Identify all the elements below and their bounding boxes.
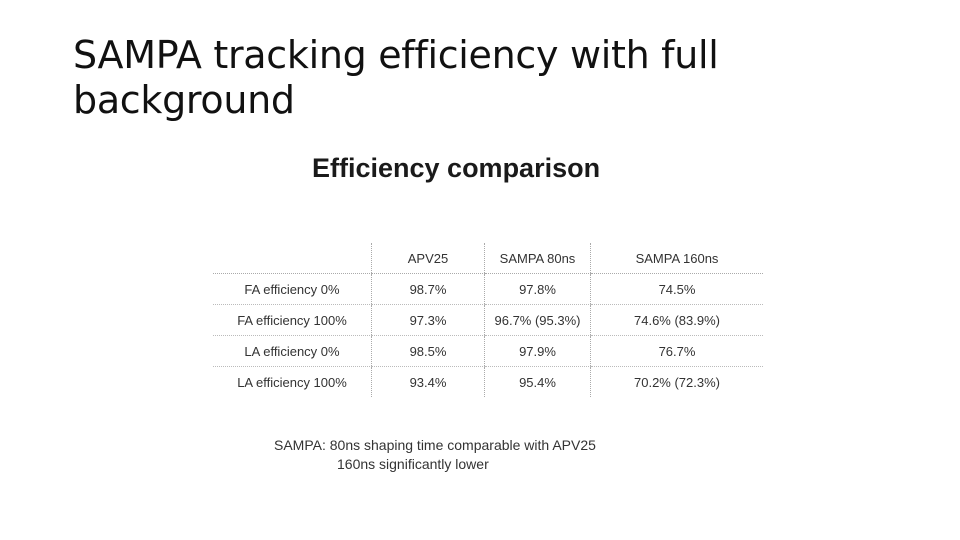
table-cell: 74.6% (83.9%) (590, 304, 763, 336)
row-label: LA efficiency 0% (213, 335, 372, 367)
figure-note-line-2: 160ns significantly lower (337, 456, 489, 472)
header-cell-apv25: APV25 (371, 243, 485, 274)
table-cell: 74.5% (590, 273, 763, 305)
figure-note-line-1: SAMPA: 80ns shaping time comparable with… (274, 437, 596, 453)
table-cell: 97.3% (371, 304, 485, 336)
slide-title: SAMPA tracking efficiency with full back… (73, 33, 773, 123)
table-row: FA efficiency 100% 97.3% 96.7% (95.3%) 7… (213, 304, 763, 336)
table-cell: 93.4% (371, 366, 485, 397)
row-label: FA efficiency 100% (213, 304, 372, 336)
table-cell: 98.5% (371, 335, 485, 367)
header-cell-sampa-80ns: SAMPA 80ns (484, 243, 591, 274)
table-cell: 97.8% (484, 273, 591, 305)
row-label: FA efficiency 0% (213, 273, 372, 305)
efficiency-table: APV25 SAMPA 80ns SAMPA 160ns FA efficien… (213, 243, 763, 397)
table-row: LA efficiency 100% 93.4% 95.4% 70.2% (72… (213, 366, 763, 397)
row-label: LA efficiency 100% (237, 374, 347, 390)
slide-title-line-2: background (73, 78, 295, 122)
figure-note: SAMPA: 80ns shaping time comparable with… (274, 436, 596, 474)
table-header-row: APV25 SAMPA 80ns SAMPA 160ns (213, 243, 763, 274)
table-row: FA efficiency 0% 98.7% 97.8% 74.5% (213, 273, 763, 305)
table-cell: 98.7% (371, 273, 485, 305)
table-cell: 97.9% (484, 335, 591, 367)
header-cell-empty (213, 243, 372, 274)
header-cell-sampa-160ns: SAMPA 160ns (590, 243, 763, 274)
table-row: LA efficiency 0% 98.5% 97.9% 76.7% (213, 335, 763, 367)
table-cell: 76.7% (590, 335, 763, 367)
slide-title-line-1: SAMPA tracking efficiency with full (73, 33, 719, 77)
table-cell: 96.7% (95.3%) (484, 304, 591, 336)
table-heading: Efficiency comparison (312, 153, 601, 183)
table-cell: 70.2% (72.3%) (590, 366, 763, 397)
table-cell: 95.4% (484, 366, 591, 397)
